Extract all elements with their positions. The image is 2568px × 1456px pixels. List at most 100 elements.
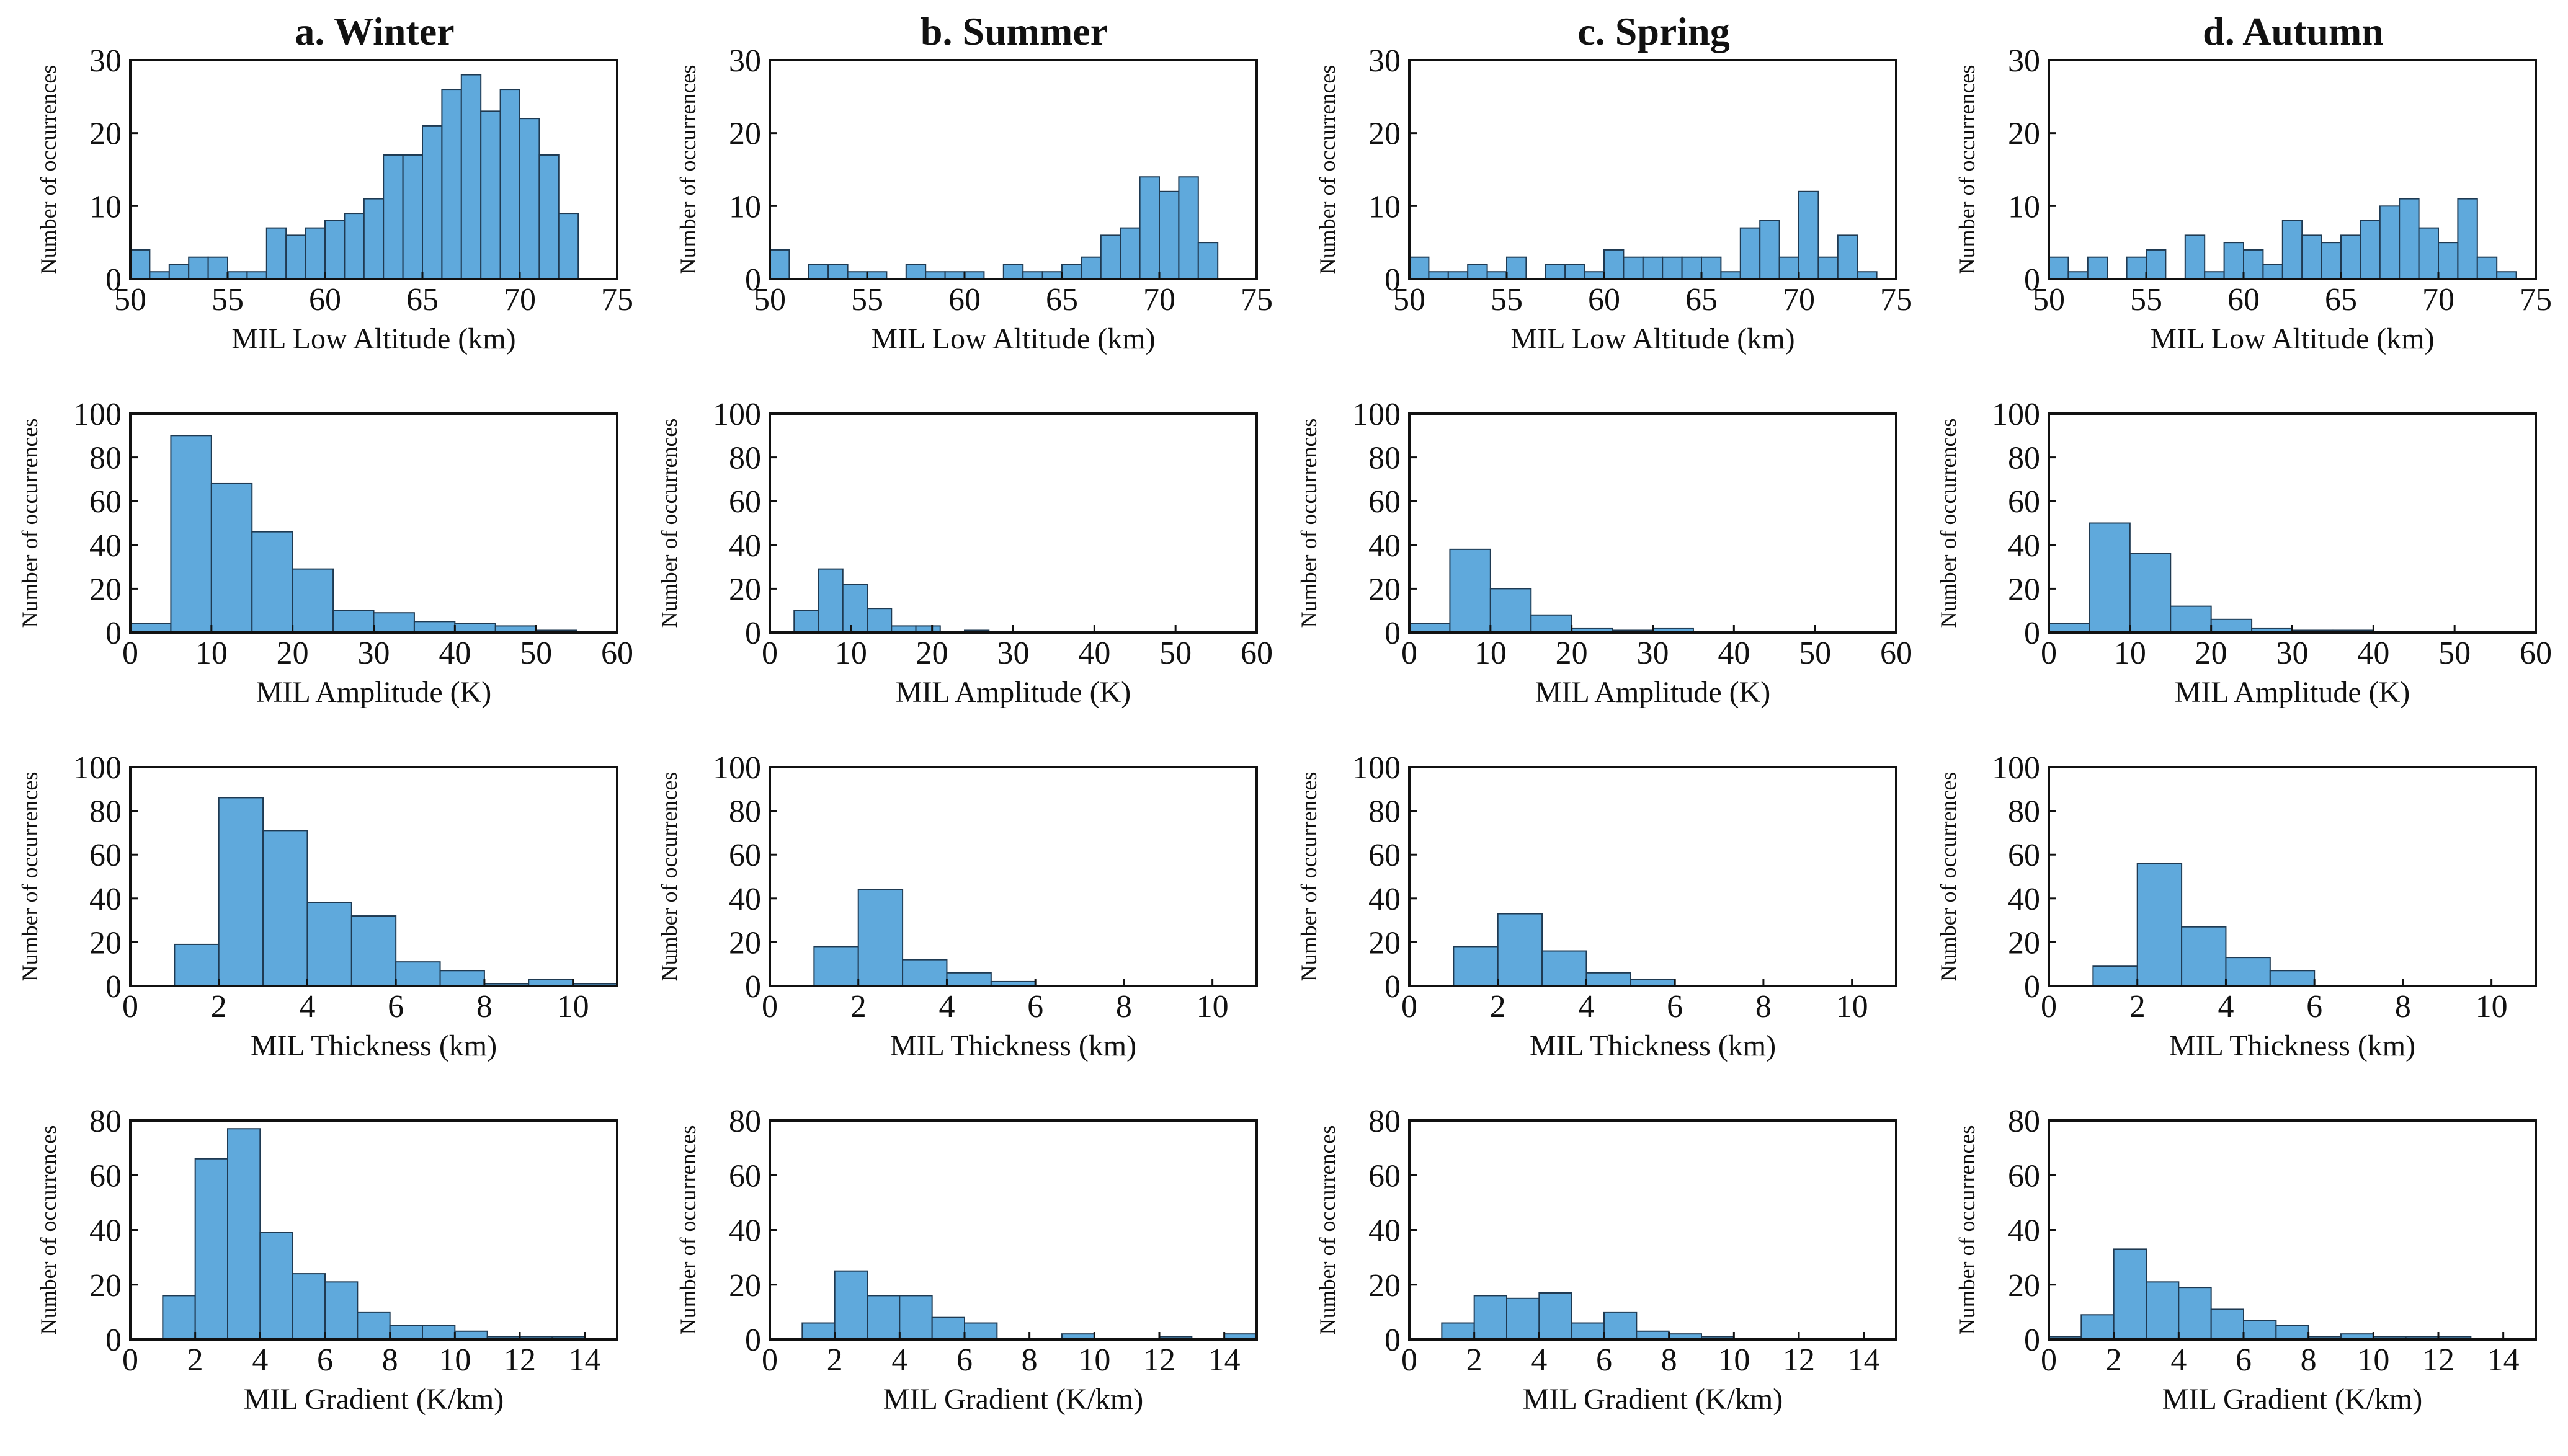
histogram-bar [519, 118, 540, 280]
x-tick-label: 6 [1667, 989, 1683, 1024]
histogram-bar [2340, 234, 2361, 280]
histogram-bar [827, 264, 849, 280]
y-tick-label: 40 [729, 882, 761, 917]
y-tick-label: 60 [2008, 838, 2040, 873]
y-axis-label: Number of occurrences [675, 1125, 700, 1335]
axes-frame [769, 59, 1258, 280]
y-tick-label: 0 [105, 969, 122, 1005]
histogram-bar [2360, 220, 2381, 280]
x-tick-label: 40 [2357, 636, 2389, 671]
y-tick-label: 80 [1368, 794, 1401, 830]
x-tick-label: 6 [388, 989, 404, 1024]
x-tick-label: 2 [211, 989, 227, 1024]
histogram-bar [1662, 256, 1683, 280]
histogram-bar [1545, 264, 1566, 280]
x-tick-label: 50 [2438, 636, 2471, 671]
y-tick-label: 40 [729, 528, 761, 564]
y-tick-label: 30 [89, 43, 122, 79]
histogram-bar [305, 227, 326, 280]
histogram-bar [130, 623, 172, 634]
x-axis-label: MIL Amplitude (K) [256, 676, 492, 709]
y-axis-label: Number of occurrences [1315, 65, 1340, 275]
x-axis-label: MIL Gradient (K/km) [244, 1383, 504, 1416]
y-tick-label: 0 [745, 616, 761, 651]
x-tick-label: 50 [2033, 282, 2065, 317]
y-tick-label: 100 [1992, 397, 2040, 432]
x-tick-label: 2 [187, 1343, 203, 1378]
x-tick-label: 30 [1637, 636, 1669, 671]
x-tick-label: 40 [1718, 636, 1750, 671]
x-tick-label: 4 [252, 1343, 268, 1378]
axes-frame [129, 766, 618, 987]
histogram-bar [1159, 190, 1180, 280]
x-axis-label: MIL Amplitude (K) [1535, 676, 1771, 709]
histogram-bar [1541, 950, 1587, 987]
x-tick-label: 0 [1401, 989, 1417, 1024]
histogram-bar [1530, 614, 1572, 634]
y-tick-label: 20 [89, 572, 122, 607]
y-tick-label: 30 [729, 43, 761, 79]
x-tick-label: 50 [114, 282, 146, 317]
y-tick-label: 40 [1368, 528, 1401, 564]
histogram-bar [1585, 972, 1631, 987]
y-tick-label: 60 [89, 484, 122, 520]
x-tick-label: 0 [762, 1343, 778, 1378]
histogram-bar [1139, 176, 1160, 280]
y-tick-label: 40 [2008, 528, 2040, 564]
y-tick-label: 100 [73, 750, 122, 786]
x-axis-label: MIL Thickness (km) [251, 1029, 497, 1062]
histogram-bar [899, 1295, 933, 1340]
x-tick-label: 60 [309, 282, 341, 317]
histogram-bar [1739, 227, 1761, 280]
histogram-bar [1798, 190, 1819, 280]
y-tick-label: 0 [105, 1323, 122, 1358]
histogram-bar [1197, 242, 1219, 280]
histogram-bar [1759, 220, 1780, 280]
x-tick-label: 4 [891, 1343, 907, 1378]
histogram-bar [2170, 605, 2212, 634]
y-tick-label: 0 [745, 1323, 761, 1358]
x-tick-label: 10 [1836, 989, 1868, 1024]
y-tick-label: 40 [729, 1214, 761, 1249]
y-axis-label: Number of occurrences [17, 772, 42, 982]
x-axis-label: MIL Thickness (km) [2169, 1029, 2415, 1062]
y-tick-label: 20 [2008, 117, 2040, 152]
histogram-bar [174, 943, 220, 987]
histogram-bar [793, 610, 819, 634]
x-tick-label: 14 [569, 1343, 601, 1378]
histogram-bar [324, 220, 346, 280]
y-tick-label: 20 [2008, 1268, 2040, 1303]
x-tick-label: 10 [1197, 989, 1229, 1024]
y-tick-label: 20 [2008, 572, 2040, 607]
y-tick-label: 80 [89, 794, 122, 830]
y-tick-label: 0 [2024, 1323, 2040, 1358]
x-tick-label: 4 [938, 989, 955, 1024]
histogram-panel: 0 2 4 6 8 10 12 14 0 20 40 60 80 MIL Gradient (K/km) N… [675, 1104, 1258, 1416]
histogram-bar [2321, 242, 2342, 280]
histogram-bar [2087, 256, 2108, 280]
x-tick-label: 55 [1491, 282, 1523, 317]
x-tick-label: 10 [195, 636, 228, 671]
y-tick-label: 40 [1368, 1214, 1401, 1249]
x-tick-label: 50 [520, 636, 552, 671]
histogram-bar [1623, 256, 1644, 280]
y-axis-label: Number of occurrences [36, 65, 61, 275]
histogram-bar [2136, 863, 2183, 987]
histogram-bar [207, 256, 229, 280]
y-tick-label: 80 [729, 1104, 761, 1139]
histogram-bar [1473, 1295, 1508, 1340]
axes-frame [129, 59, 618, 280]
x-tick-label: 12 [1783, 1343, 1815, 1378]
histogram-bar [2262, 264, 2283, 280]
column-title-summer: b. Summer [921, 9, 1108, 53]
histogram-bar [2210, 618, 2253, 634]
x-axis-label: MIL Gradient (K/km) [883, 1383, 1143, 1416]
y-tick-label: 30 [1368, 43, 1401, 79]
y-tick-label: 40 [89, 1214, 122, 1249]
x-tick-label: 2 [2106, 1343, 2122, 1378]
y-tick-label: 80 [2008, 441, 2040, 476]
histogram-bar [801, 1322, 836, 1340]
